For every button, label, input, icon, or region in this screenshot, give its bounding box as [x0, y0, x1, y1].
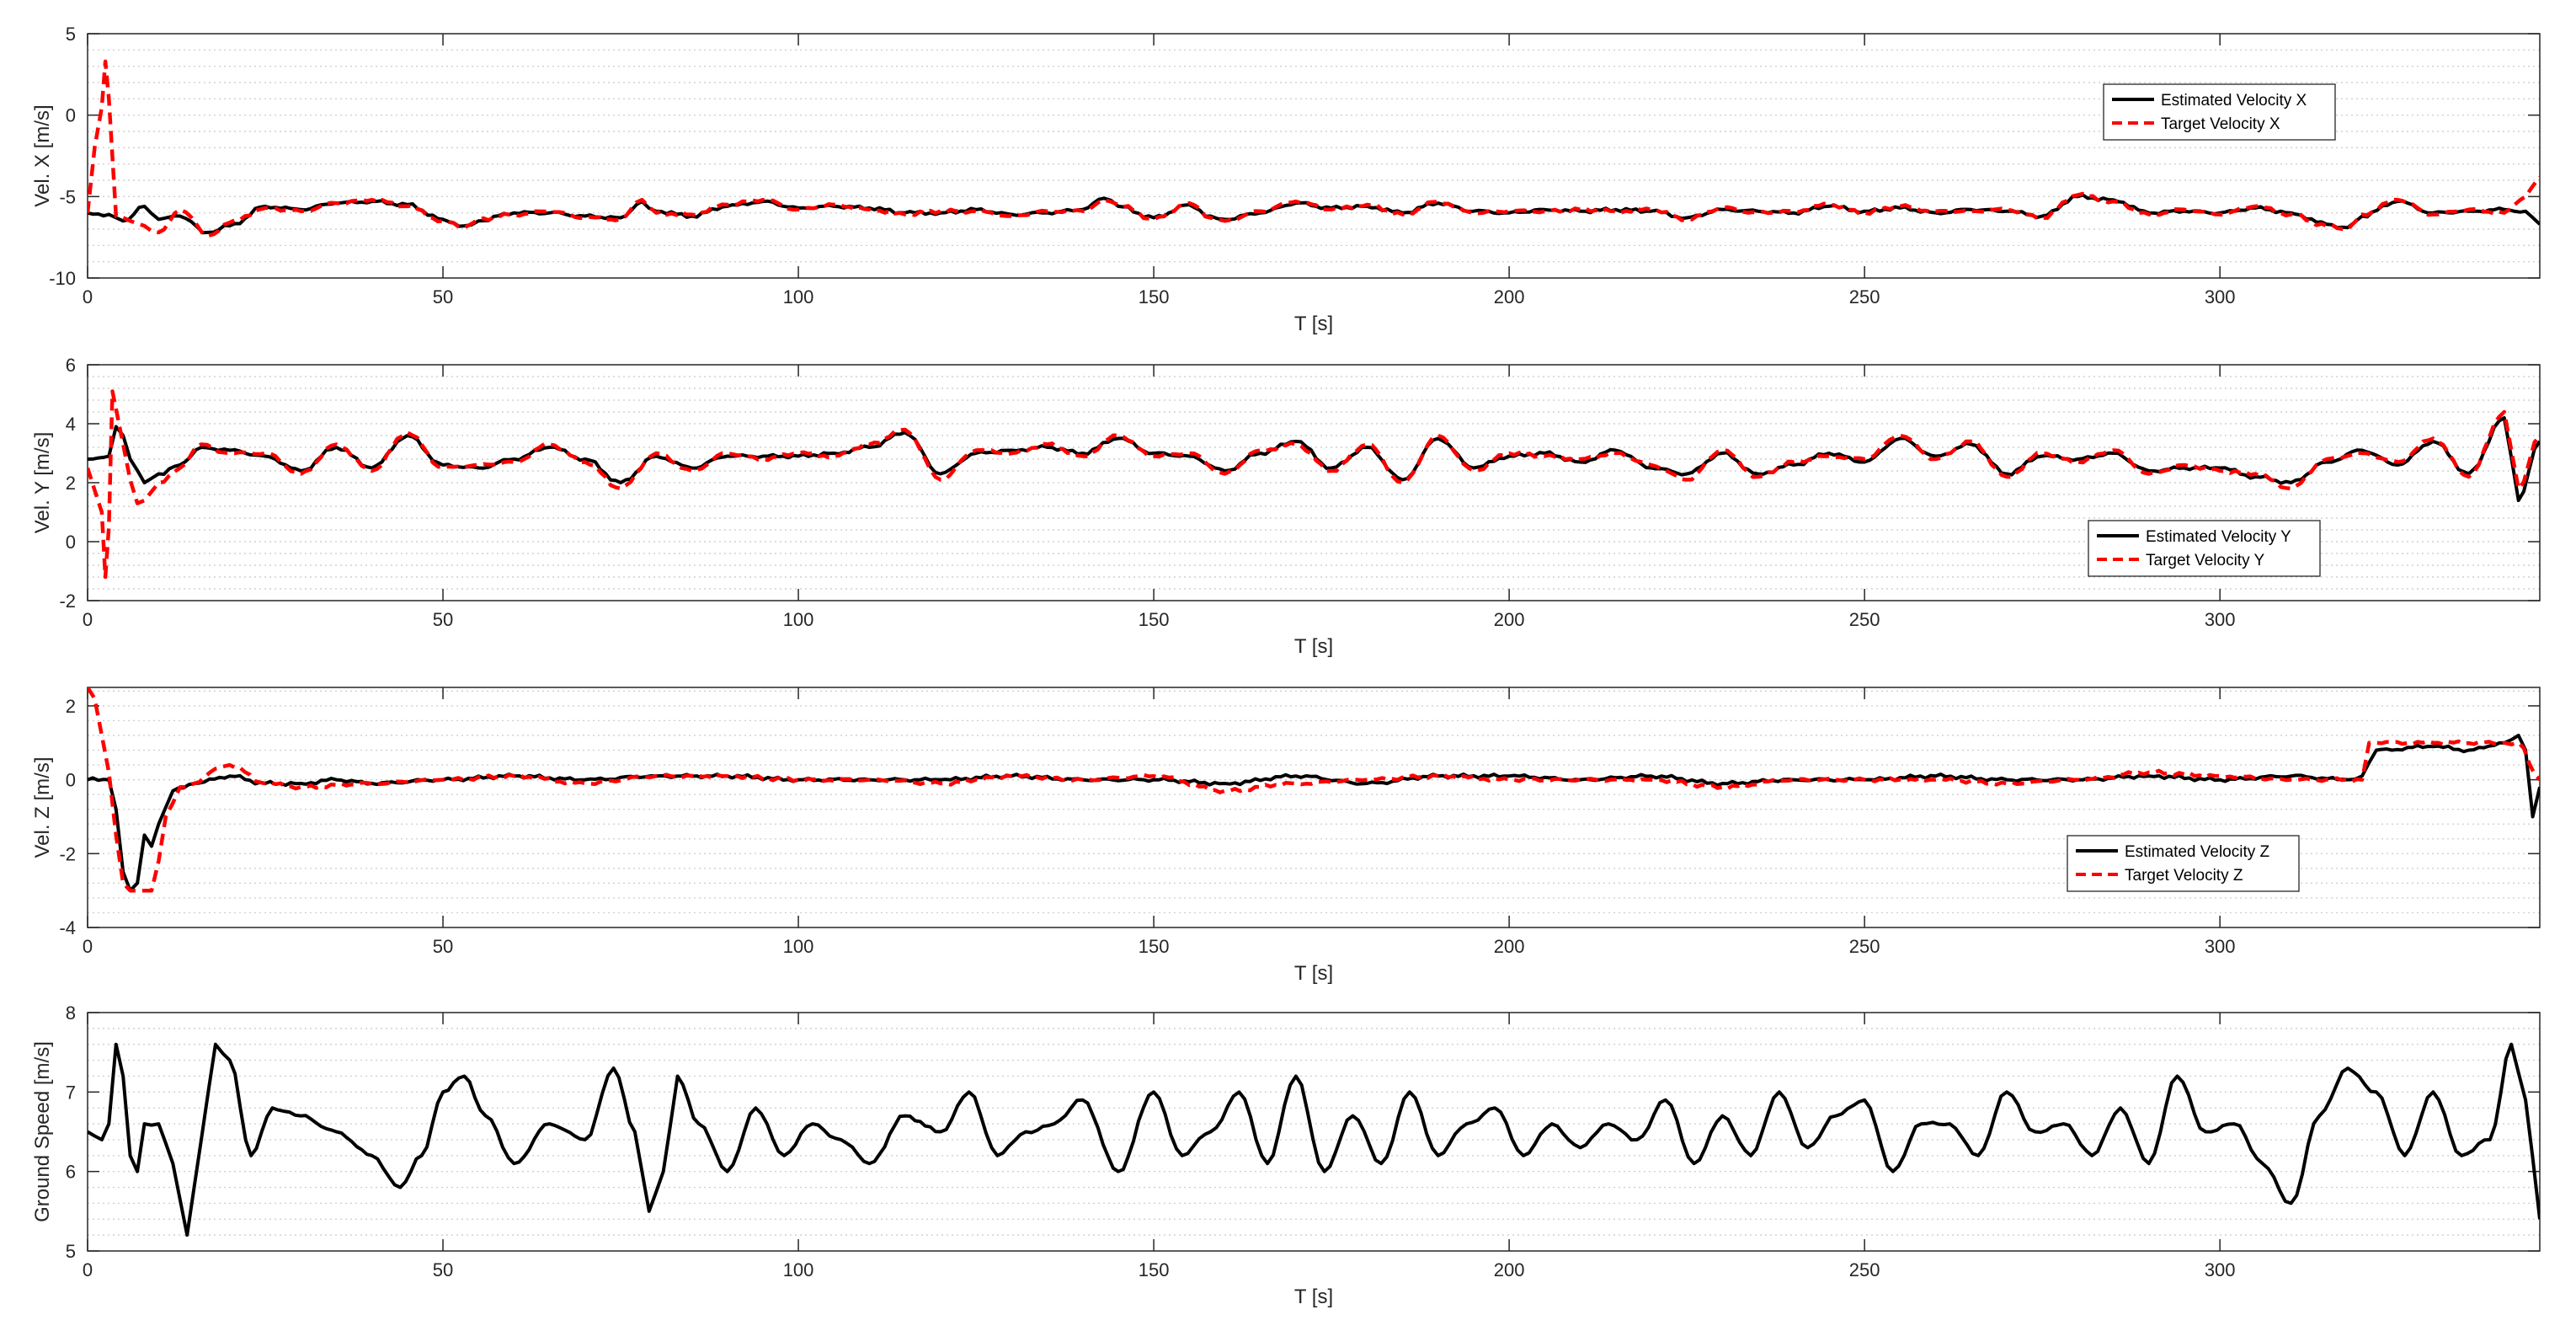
series-line-estimated	[88, 193, 2540, 235]
legend-label: Target Velocity Z	[2125, 867, 2243, 885]
y-tick-label: -10	[49, 268, 76, 289]
legend-box	[2067, 835, 2300, 892]
legend: Estimated Velocity Y Target Velocity Y	[2088, 520, 2321, 577]
y-tick-label: 7	[66, 1082, 76, 1103]
y-tick-label: 2	[66, 696, 76, 717]
x-tick-label: 0	[83, 609, 93, 630]
y-axis-label: Vel. Y [m/s]	[31, 432, 54, 534]
x-tick-label: 200	[1494, 609, 1525, 630]
x-tick-label: 50	[433, 936, 453, 957]
y-tick-label: 4	[66, 414, 76, 435]
x-axis-label: T [s]	[1294, 962, 1333, 985]
y-tick-label: 0	[66, 532, 76, 553]
y-tick-label: -4	[59, 917, 76, 938]
x-tick-label: 0	[83, 286, 93, 307]
x-tick-label: 250	[1849, 936, 1880, 957]
x-tick-label: 250	[1849, 286, 1880, 307]
x-tick-label: 50	[433, 609, 453, 630]
x-tick-label: 300	[2205, 286, 2236, 307]
y-axis-label: Vel. X [m/s]	[31, 104, 54, 206]
x-tick-label: 0	[83, 1259, 93, 1280]
legend-label: Estimated Velocity Z	[2125, 843, 2270, 861]
chart-panel-4: 0 50 100 150 200 250 300 5 6 7 8 T [s] Ground Speed …	[31, 1002, 2541, 1308]
y-tick-label: 5	[66, 24, 76, 45]
y-tick-label: 6	[66, 355, 76, 376]
x-tick-label: 250	[1849, 1259, 1880, 1280]
legend: Estimated Velocity X Target Velocity X	[2103, 83, 2336, 141]
y-tick-label: 6	[66, 1162, 76, 1183]
x-tick-label: 250	[1849, 609, 1880, 630]
x-tick-label: 150	[1139, 1259, 1170, 1280]
legend: Estimated Velocity Z Target Velocity Z	[2067, 835, 2300, 892]
x-tick-label: 100	[783, 1259, 814, 1280]
y-tick-label: -5	[59, 186, 76, 207]
x-tick-label: 300	[2205, 936, 2236, 957]
legend-label: Estimated Velocity Y	[2146, 528, 2291, 546]
x-axis-label: T [s]	[1294, 1286, 1333, 1308]
x-axis-label: T [s]	[1294, 313, 1333, 335]
chart-panel-3: 0 50 100 150 200 250 300 -4 -2 0 2 T [s] Vel. Z [m/s…	[31, 687, 2541, 985]
chart-panel-1: 0 50 100 150 200 250 300 -10 -5 0 5 T [s] Vel. X [m/…	[31, 24, 2541, 335]
legend-box	[2088, 520, 2321, 577]
y-tick-label: 0	[66, 105, 76, 126]
series-line-target	[88, 59, 2540, 238]
x-tick-label: 200	[1494, 1259, 1525, 1280]
y-tick-label: -2	[59, 843, 76, 864]
x-tick-label: 0	[83, 936, 93, 957]
x-tick-label: 200	[1494, 936, 1525, 957]
series-line-estimated	[88, 1042, 2540, 1237]
y-tick-label: 2	[66, 473, 76, 494]
x-tick-label: 150	[1139, 609, 1170, 630]
x-tick-label: 150	[1139, 936, 1170, 957]
legend-label: Target Velocity Y	[2146, 552, 2265, 569]
legend-label: Estimated Velocity X	[2161, 92, 2307, 110]
x-axis-label: T [s]	[1294, 635, 1333, 658]
y-tick-label: -2	[59, 591, 76, 612]
y-axis-label: Vel. Z [m/s]	[31, 756, 54, 858]
x-tick-label: 300	[2205, 1259, 2236, 1280]
series-line-target	[88, 389, 2540, 580]
axes-box	[87, 33, 2541, 279]
x-tick-label: 50	[433, 1259, 453, 1280]
axes-box	[87, 687, 2541, 928]
axes-box	[87, 1012, 2541, 1252]
x-tick-label: 100	[783, 609, 814, 630]
y-tick-label: 8	[66, 1002, 76, 1024]
x-tick-label: 300	[2205, 609, 2236, 630]
x-tick-label: 150	[1139, 286, 1170, 307]
series-line-target	[88, 687, 2540, 893]
y-tick-label: 5	[66, 1241, 76, 1262]
y-tick-label: 0	[66, 770, 76, 791]
legend-label: Target Velocity X	[2161, 115, 2280, 133]
y-grid	[88, 49, 2540, 263]
x-tick-label: 100	[783, 936, 814, 957]
y-grid	[88, 1028, 2540, 1236]
x-tick-label: 50	[433, 286, 453, 307]
legend-box	[2103, 83, 2336, 141]
y-axis-label: Ground Speed [m/s]	[31, 1041, 54, 1222]
chart-panel-2: 0 50 100 150 200 250 300 -2 0 2 4 6 T [s] Vel. Y [m/s…	[31, 355, 2541, 658]
x-tick-label: 200	[1494, 286, 1525, 307]
x-tick-label: 100	[783, 286, 814, 307]
